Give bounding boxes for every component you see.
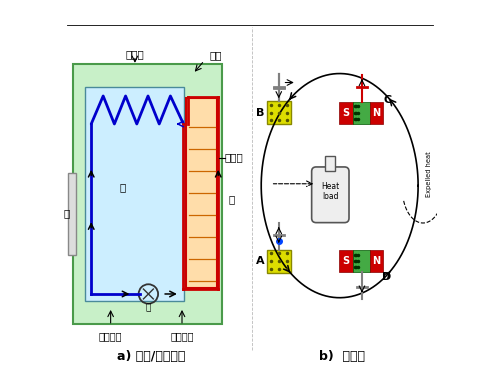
Text: a) 压缩/膨胀制冷: a) 压缩/膨胀制冷 bbox=[117, 350, 185, 363]
Text: 暖: 暖 bbox=[228, 194, 234, 204]
Text: D: D bbox=[382, 272, 392, 282]
Text: 低压管道: 低压管道 bbox=[99, 331, 122, 341]
FancyBboxPatch shape bbox=[339, 102, 352, 124]
Text: S: S bbox=[342, 256, 349, 266]
Text: C: C bbox=[383, 95, 391, 105]
Text: N: N bbox=[372, 108, 380, 118]
FancyBboxPatch shape bbox=[186, 98, 217, 288]
Text: 散热板: 散热板 bbox=[224, 153, 244, 163]
Text: 门: 门 bbox=[63, 209, 70, 219]
Text: 小孔: 小孔 bbox=[210, 50, 222, 60]
FancyBboxPatch shape bbox=[312, 167, 349, 223]
Text: 冷: 冷 bbox=[120, 183, 126, 192]
FancyBboxPatch shape bbox=[68, 172, 76, 255]
Text: S: S bbox=[342, 108, 349, 118]
Text: 高压管道: 高压管道 bbox=[170, 331, 194, 341]
Text: Heat
load: Heat load bbox=[321, 182, 340, 201]
Text: 泵: 泵 bbox=[146, 303, 151, 312]
Text: B: B bbox=[256, 108, 264, 118]
FancyBboxPatch shape bbox=[267, 101, 290, 124]
Text: 隔热层: 隔热层 bbox=[126, 49, 144, 59]
FancyBboxPatch shape bbox=[352, 102, 370, 124]
FancyBboxPatch shape bbox=[370, 102, 384, 124]
FancyBboxPatch shape bbox=[370, 250, 384, 272]
FancyBboxPatch shape bbox=[326, 156, 335, 171]
Text: b)  磁制冷: b) 磁制冷 bbox=[318, 350, 364, 363]
Text: N: N bbox=[372, 256, 380, 266]
FancyBboxPatch shape bbox=[352, 250, 370, 272]
FancyBboxPatch shape bbox=[85, 87, 184, 302]
Text: Expelled heat: Expelled heat bbox=[426, 152, 432, 197]
Text: A: A bbox=[256, 256, 264, 266]
FancyBboxPatch shape bbox=[339, 250, 352, 272]
FancyBboxPatch shape bbox=[267, 249, 290, 273]
FancyBboxPatch shape bbox=[72, 64, 222, 324]
